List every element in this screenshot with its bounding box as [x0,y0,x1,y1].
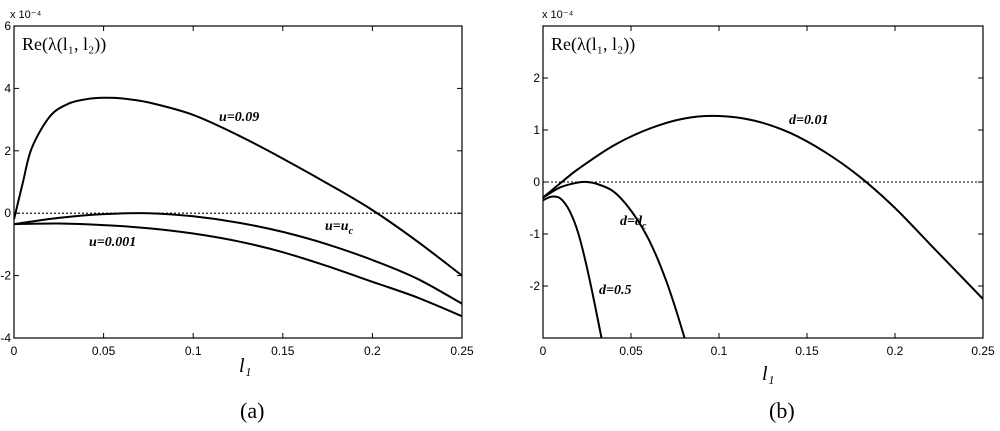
series-label-d-dc-main: d=d [620,214,643,229]
panel-b: 0 0.05 0.1 0.15 0.2 0.25 -2 -1 0 1 2 Re(λ(l₁, l₂)… [529,9,995,423]
y-tick-label-b-2: 0 [533,175,540,189]
series-label-d-dc: d=dc [620,214,647,232]
y-ticks-b: -2 -1 0 1 2 [529,71,983,293]
plot-frame-a [13,25,463,339]
y-tick-label-b-1: -1 [529,227,540,241]
y-tick-label-a-2: 0 [4,206,11,220]
y-ticks-a: -4 -2 0 2 4 6 [0,19,462,345]
x-tick-label-b-2: 0.1 [711,344,728,358]
series-label-u-009: u=0.09 [219,110,259,125]
x-tick-label-b-3: 0.15 [795,344,819,358]
series-label-u-0001: u=0.001 [89,235,136,250]
series-line-d-001 [543,114,983,300]
y-tick-label-a-5: 6 [4,19,11,33]
y-tick-label-b-4: 2 [533,71,540,85]
x-ticks-a: 0 0.05 0.1 0.15 0.2 0.25 [11,26,474,358]
y-tick-label-b-0: -2 [529,279,540,293]
series-line-u-uc [14,212,462,305]
y-tick-label-b-3: 1 [533,123,540,137]
x-tick-label-b-4: 0.2 [887,344,904,358]
y-multiplier-a: x 10⁻⁴ [10,9,42,21]
x-tick-label-b-5: 0.25 [971,344,995,358]
y-tick-label-a-0: -4 [0,331,11,345]
panel-title-a: Re(λ(l₁, l₂)) [22,34,106,55]
series-label-u-uc-sub: c [349,226,354,237]
series-line-d-05 [543,195,603,338]
y-tick-label-a-4: 4 [4,81,11,95]
y-multiplier-b: x 10⁻⁴ [542,9,574,21]
x-tick-label-b-0: 0 [540,344,547,358]
panel-caption-a: (a) [240,398,264,423]
series-label-d-05: d=0.5 [599,283,631,298]
x-tick-label-a-2: 0.1 [185,344,202,358]
series-label-u-uc: u=uc [325,219,354,237]
x-tick-label-b-1: 0.05 [619,344,643,358]
x-tick-label-a-4: 0.2 [364,344,381,358]
x-axis-label-b: l₁ [762,363,775,385]
series-line-d-dc [543,180,686,338]
series-line-u-0001 [14,222,462,318]
series-label-d-001: d=0.01 [789,113,828,128]
x-axis-label-a: l₁ [239,355,252,377]
panel-title-b: Re(λ(l₁, l₂)) [551,34,635,55]
x-tick-label-a-1: 0.05 [92,344,116,358]
x-ticks-b: 0 0.05 0.1 0.15 0.2 0.25 [540,26,995,358]
x-tick-label-a-0: 0 [11,344,18,358]
x-tick-label-a-3: 0.15 [271,344,295,358]
series-line-u-009 [14,96,462,277]
curves-a [14,96,462,318]
series-label-u-uc-main: u=u [325,219,349,234]
series-label-d-dc-sub: c [642,221,647,232]
x-tick-label-a-5: 0.25 [450,344,474,358]
y-tick-label-a-1: -2 [0,269,11,283]
y-tick-label-a-3: 2 [4,144,11,158]
panel-caption-b: (b) [769,398,795,423]
curves-b [543,114,983,338]
panel-a: 0 0.05 0.1 0.15 0.2 0.25 -4 -2 0 2 4 6 Re(λ(l₁, l₂… [0,9,474,423]
